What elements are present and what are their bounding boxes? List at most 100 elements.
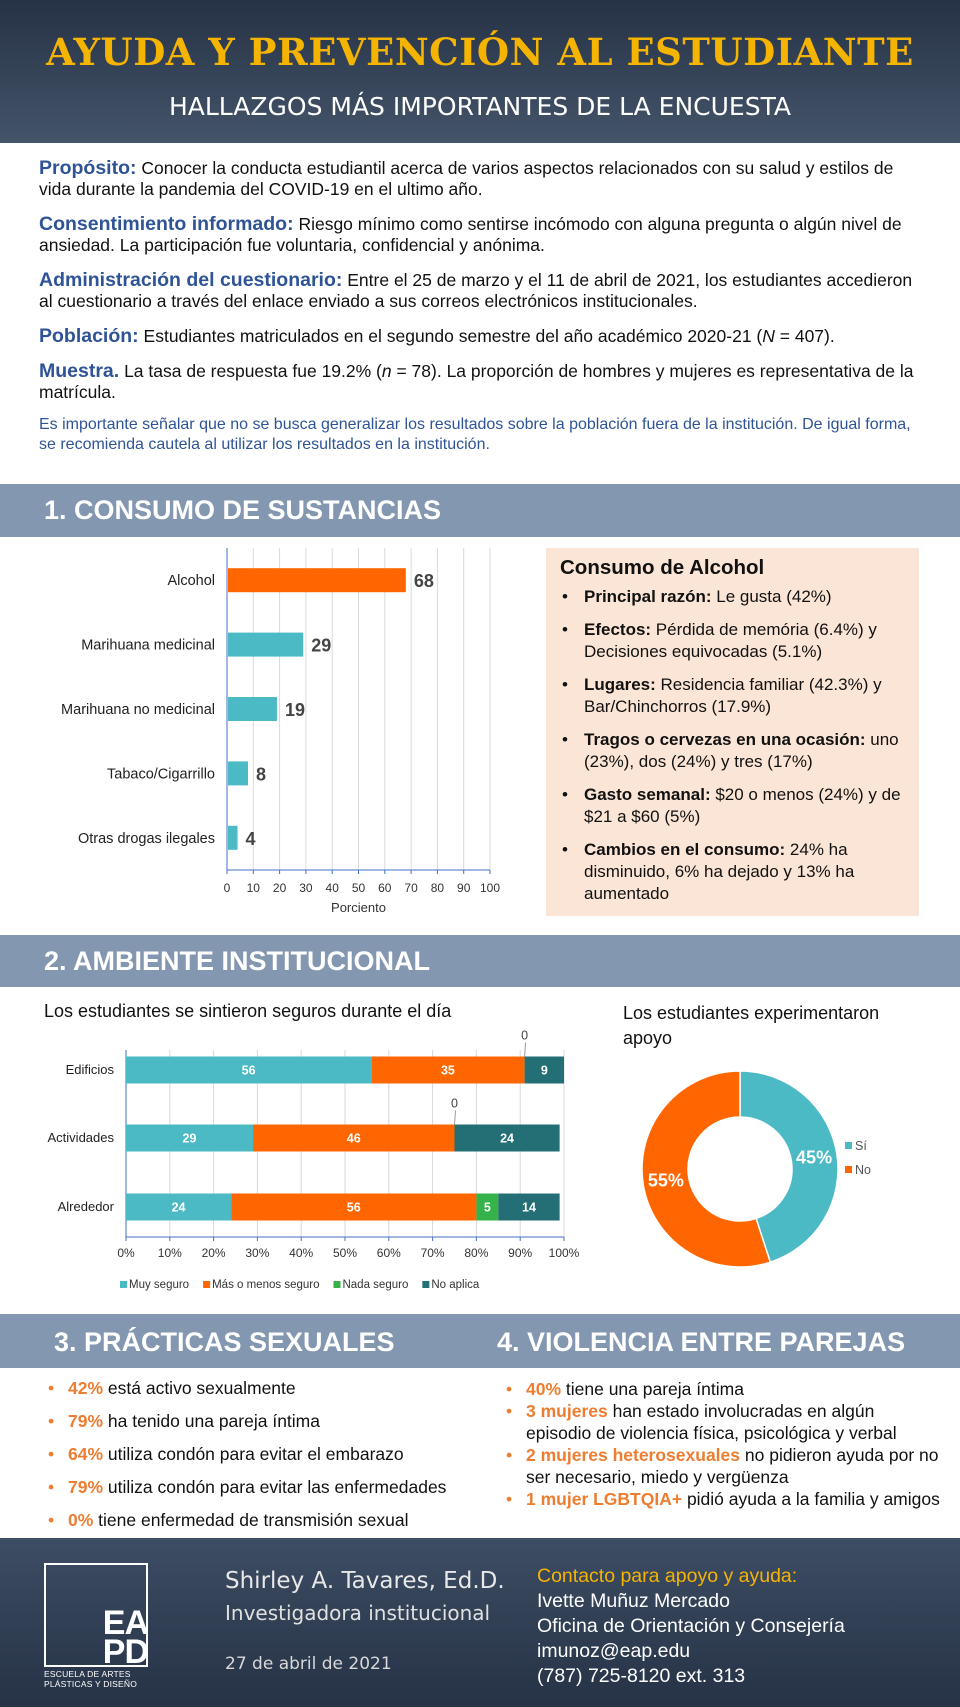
- practicas-item: 79% ha tenido una pareja íntima: [42, 1411, 492, 1432]
- x-tick-label: 80%: [464, 1246, 488, 1260]
- administracion-paragraph: Administración del cuestionario: Entre e…: [39, 270, 929, 312]
- segment-value-label: 14: [522, 1201, 536, 1215]
- practicas-text: utiliza condón para evitar el embarazo: [103, 1444, 404, 1464]
- zero-leader-line: [524, 1042, 527, 1057]
- practicas-item: 79% utiliza condón para evitar las enfer…: [42, 1477, 492, 1498]
- violencia-item: 1 mujer LGBTQIA+ pidió ayuda a la famili…: [500, 1488, 940, 1510]
- zero-leader-line: [454, 1110, 456, 1125]
- violencia-text: no pidieron ayuda por no ser necesario, …: [526, 1445, 939, 1487]
- alcohol-item: Tragos o cervezas en una ocasión: uno (2…: [560, 729, 912, 773]
- alcohol-item-label: Efectos:: [584, 620, 652, 639]
- x-tick-label: 70%: [421, 1246, 445, 1260]
- violencia-text: tiene una pareja íntima: [561, 1379, 744, 1399]
- contact-phone[interactable]: (787) 725-8120 ext. 313: [537, 1665, 746, 1687]
- bar: [228, 761, 249, 786]
- intro-section: Propósito: Conocer la conducta estudiant…: [39, 158, 929, 468]
- category-label: Edificios: [66, 1062, 115, 1077]
- legend-label: No aplica: [431, 1279, 480, 1291]
- x-tick-label: 40: [326, 881, 340, 895]
- legend-swatch: [845, 1166, 852, 1173]
- practicas-text: está activo sexualmente: [103, 1378, 296, 1398]
- legend-label: Nada seguro: [342, 1279, 408, 1291]
- author-role: Investigadora institucional: [225, 1601, 491, 1625]
- x-tick-label: 70: [404, 881, 418, 895]
- practicas-number: 42%: [68, 1378, 104, 1398]
- violencia-number: 1 mujer LGBTQIA+: [526, 1489, 683, 1509]
- x-tick-label: 80: [431, 881, 445, 895]
- alcohol-item-text: Residencia familiar (42.3%) y Bar/Chinch…: [584, 675, 882, 716]
- x-tick-label: 60: [378, 881, 392, 895]
- report-date: 27 de abril de 2021: [225, 1654, 392, 1674]
- header-banner: AYUDA Y PREVENCIÓN AL ESTUDIANTE HALLAZG…: [0, 0, 960, 143]
- legend-swatch: [422, 1281, 430, 1288]
- section-title-ambiente: 2. AMBIENTE INSTITUCIONAL: [44, 946, 431, 976]
- slice-value-label: 45%: [796, 1147, 832, 1167]
- legend-label: Más o menos seguro: [212, 1279, 319, 1291]
- alcohol-item-label: Cambios en el consumo:: [584, 840, 786, 859]
- x-tick-label: 0: [224, 881, 231, 895]
- x-axis-title: Porciento: [331, 900, 386, 915]
- proposito-paragraph: Propósito: Conocer la conducta estudiant…: [39, 158, 929, 200]
- poblacion-text: Estudiantes matriculados en el segundo s…: [138, 326, 763, 346]
- practicas-item: 64% utiliza condón para evitar el embara…: [42, 1444, 492, 1465]
- caution-note: Es importante señalar que no se busca ge…: [39, 416, 911, 453]
- stack-segment: [126, 1124, 254, 1152]
- poblacion-text-end: = 407).: [774, 326, 835, 346]
- legend-label: Sí: [855, 1139, 867, 1153]
- muestra-label: Muestra.: [39, 360, 120, 382]
- page-title: AYUDA Y PREVENCIÓN AL ESTUDIANTE: [46, 30, 914, 74]
- alcohol-box-title: Consumo de Alcohol: [560, 556, 765, 579]
- alcohol-item-text: 24% ha disminuido, 6% ha dejado y 13% ha…: [584, 840, 855, 903]
- slice-value-label: 55%: [648, 1171, 684, 1191]
- x-tick-label: 100: [480, 881, 500, 895]
- bar: [228, 697, 277, 721]
- category-label: Tabaco/Cigarrillo: [107, 766, 215, 782]
- x-tick-label: 50%: [333, 1246, 357, 1260]
- alcohol-item-text: $20 o menos (24%) y de $21 a $60 (5%): [584, 785, 901, 826]
- bar: [228, 632, 304, 657]
- alcohol-info-box: Consumo de Alcohol Principal razón: Le g…: [546, 548, 919, 916]
- support-title-line-2: apoyo: [623, 1028, 673, 1048]
- violencia-item: 2 mujeres heterosexuales no pidieron ayu…: [500, 1444, 940, 1488]
- bar-value-label: 68: [414, 571, 434, 591]
- stack-segment: [126, 1056, 372, 1084]
- alcohol-list: Principal razón: Le gusta (42%) Efectos:…: [560, 586, 912, 916]
- alcohol-item-label: Lugares:: [584, 675, 656, 694]
- segment-value-label: 29: [183, 1132, 197, 1146]
- segment-value-label: 56: [242, 1064, 256, 1078]
- segment-value-label: 56: [347, 1201, 361, 1215]
- category-label: Marihuana medicinal: [81, 638, 215, 654]
- muestra-paragraph: Muestra. La tasa de respuesta fue 19.2% …: [39, 361, 929, 403]
- violencia-item: 40% tiene una pareja íntima: [500, 1378, 940, 1400]
- substance-bar-chart: 0 10 20 30 40 50 60 70 80 90 100 Porciento Alcohol 68…: [61, 548, 500, 915]
- muestra-text: La tasa de respuesta fue 19.2% (: [119, 361, 382, 381]
- segment-value-label: 24: [500, 1132, 514, 1146]
- legend-swatch: [203, 1281, 211, 1288]
- category-label: Marihuana no medicinal: [61, 702, 215, 718]
- bar: [228, 825, 238, 850]
- stack-segment: [476, 1193, 499, 1221]
- x-tick-label: 0%: [117, 1246, 135, 1260]
- alcohol-item: Cambios en el consumo: 24% ha disminuido…: [560, 839, 912, 905]
- support-chart-title: Los estudiantes experimentaron apoyo: [623, 1001, 879, 1051]
- x-tick-label: 30: [299, 881, 313, 895]
- contact-email[interactable]: imunoz@eap.edu: [537, 1640, 691, 1662]
- x-tick-label: 60%: [377, 1246, 401, 1260]
- alcohol-item-text: Le gusta (42%): [711, 587, 832, 606]
- x-tick-label: 20: [273, 881, 287, 895]
- bar-value-label: 19: [285, 700, 305, 720]
- bar-value-label: 8: [256, 764, 266, 784]
- category-label: Alrededor: [58, 1199, 115, 1214]
- bar: [228, 568, 406, 593]
- donut-slice: [739, 1070, 839, 1264]
- x-tick-label: 40%: [289, 1246, 313, 1260]
- footer: EA PD ESCUELA DE ARTES PLÁSTICAS Y DISEÑ…: [0, 1538, 960, 1707]
- section-header-practicas-violencia: 3. PRÁCTICAS SEXUALES 4. VIOLENCIA ENTRE…: [0, 1314, 960, 1368]
- segment-value-label: 46: [347, 1132, 361, 1146]
- x-tick-label: 50: [352, 881, 366, 895]
- alcohol-item: Principal razón: Le gusta (42%): [560, 586, 912, 608]
- stack-segment: [231, 1193, 477, 1221]
- practicas-text: ha tenido una pareja íntima: [103, 1411, 320, 1431]
- muestra-text-end: = 78). La proporción de hombres y mujere…: [39, 361, 914, 402]
- alcohol-item-label: Tragos o cervezas en una ocasión:: [584, 730, 866, 749]
